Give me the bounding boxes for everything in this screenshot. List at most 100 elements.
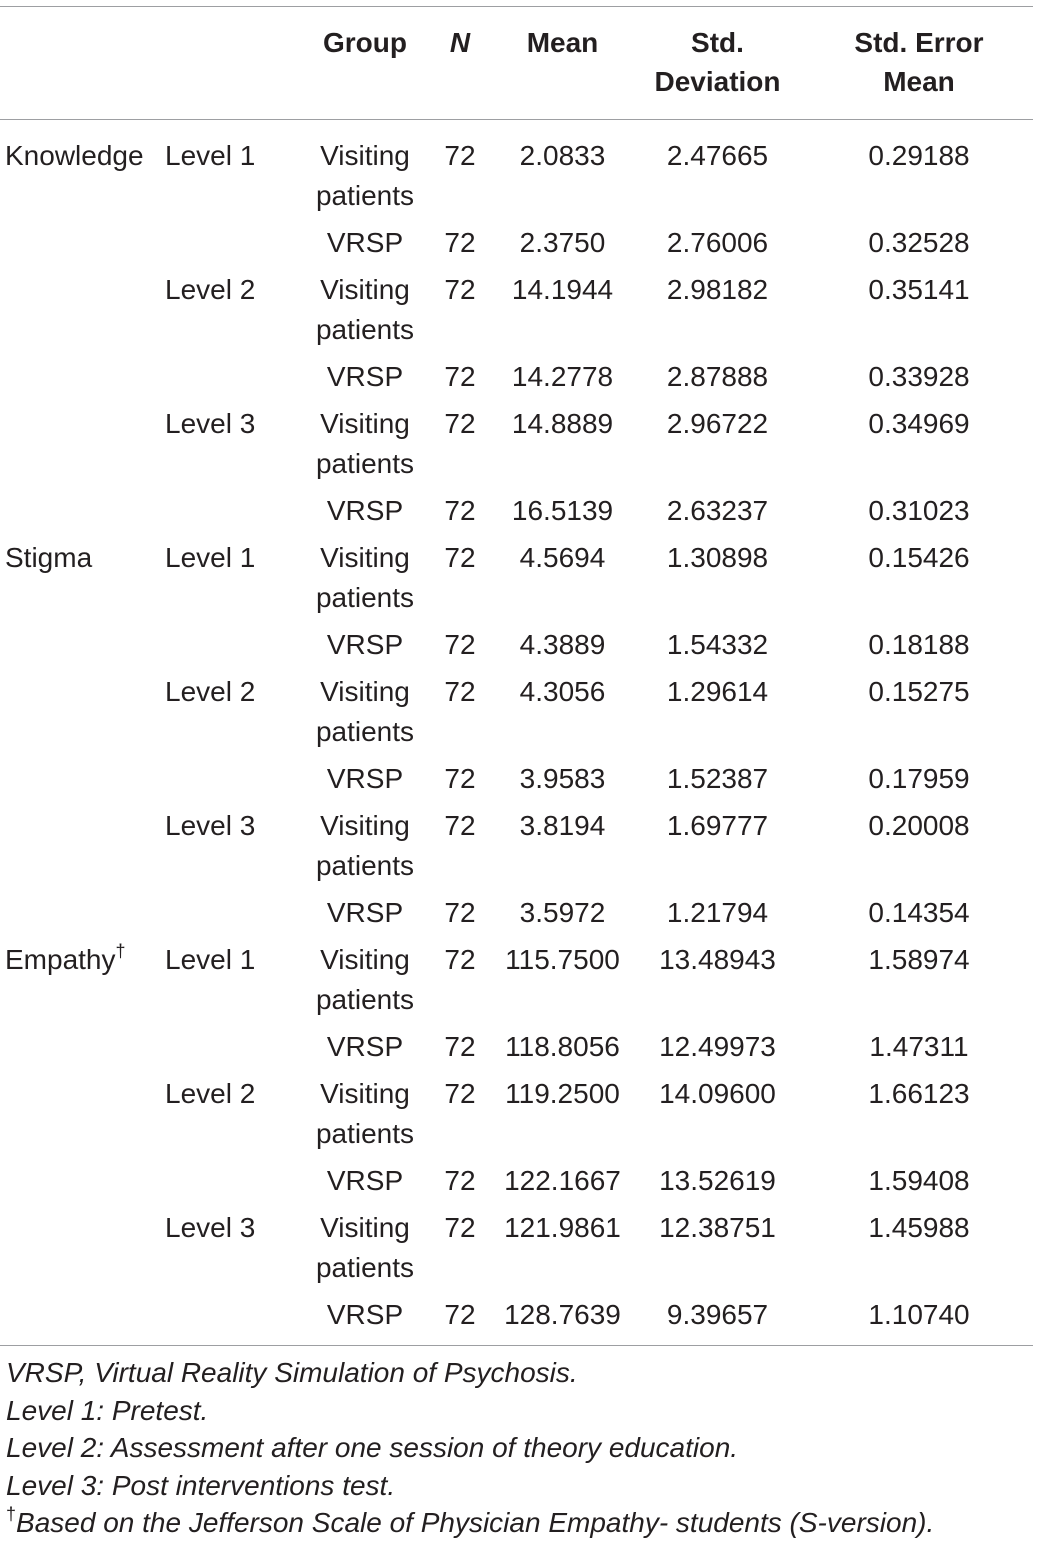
cell-n: 72	[444, 763, 476, 794]
cell-n: 72	[444, 810, 476, 841]
group-line1: Visiting	[320, 810, 410, 841]
cell-n: 72	[444, 495, 476, 526]
cell-group: Visiting patients	[305, 120, 425, 224]
cell-mean: 118.8056	[505, 1031, 620, 1062]
table-row: VRSP 72 3.9583 1.52387 0.17959	[0, 759, 1033, 806]
cell-n: 72	[444, 944, 476, 975]
cell-group: VRSP	[305, 491, 425, 538]
cell-n: 72	[444, 542, 476, 573]
cell-n: 72	[444, 140, 476, 171]
cell-group: Visiting patients	[305, 270, 425, 357]
cell-measure	[0, 893, 165, 940]
cell-mean: 3.5972	[519, 897, 606, 928]
cell-std-deviation: 12.49973	[659, 1031, 776, 1062]
table-row: Level 3 Visiting patients 72 121.9861 12.3875…	[0, 1208, 1033, 1295]
cell-level: Level 2	[165, 1078, 256, 1109]
table-body: Knowledge Level 1 Visiting patients 72 2.0833…	[0, 120, 1033, 1346]
cell-mean: 3.8194	[519, 810, 606, 841]
cell-std-deviation: 2.47665	[666, 140, 769, 171]
group-line2: patients	[315, 716, 415, 747]
dagger-symbol: †	[6, 1504, 17, 1524]
cell-level	[165, 357, 305, 404]
footnote-level-1: Level 1: Pretest.	[6, 1394, 209, 1426]
cell-mean: 128.7639	[504, 1299, 621, 1330]
cell-measure	[0, 223, 165, 270]
group-line1: VRSP	[326, 361, 404, 392]
cell-measure	[0, 625, 165, 672]
cell-mean: 14.2778	[511, 361, 614, 392]
cell-level	[165, 759, 305, 806]
cell-std-error-mean: 0.18188	[868, 629, 970, 660]
cell-level: Level 1	[165, 140, 256, 171]
cell-group: VRSP	[305, 1295, 425, 1346]
table-row: VRSP 72 128.7639 9.39657 1.10740	[0, 1295, 1033, 1346]
cell-measure: Stigma	[0, 538, 165, 625]
group-line1: Visiting	[320, 140, 410, 171]
cell-measure	[0, 1161, 165, 1208]
cell-n: 72	[444, 629, 476, 660]
cell-std-error-mean: 0.33928	[868, 361, 970, 392]
group-line2: patients	[315, 582, 415, 613]
header-std-deviation: Std. Deviation	[630, 7, 805, 120]
cell-std-deviation: 2.96722	[666, 408, 769, 439]
table-row: Stigma Level 1 Visiting patients 72 4.5694 1.3…	[0, 538, 1033, 625]
cell-measure	[0, 1295, 165, 1346]
group-line1: VRSP	[326, 763, 404, 794]
group-line2: patients	[315, 314, 415, 345]
cell-group: VRSP	[305, 759, 425, 806]
header-mean: Mean	[526, 27, 599, 58]
header-measure	[0, 7, 165, 120]
footnote-level-2: Level 2: Assessment after one session of…	[6, 1432, 739, 1463]
header-row: Group N Mean Std. Deviation Std. Error Mea…	[0, 6, 1033, 120]
cell-group: Visiting patients	[305, 672, 425, 759]
cell-level	[165, 491, 305, 538]
cell-std-error-mean: 1.10740	[868, 1299, 970, 1330]
group-line2: patients	[315, 180, 415, 211]
cell-std-deviation: 1.54332	[666, 629, 769, 660]
group-line1: Visiting	[320, 676, 410, 707]
group-line2: patients	[315, 850, 415, 881]
cell-std-deviation: 1.69777	[666, 810, 769, 841]
cell-mean: 3.9583	[519, 763, 606, 794]
cell-group: Visiting patients	[305, 1074, 425, 1161]
cell-level: Level 3	[165, 810, 256, 841]
cell-group: VRSP	[305, 357, 425, 404]
cell-n: 72	[444, 1212, 476, 1243]
cell-std-error-mean: 0.35141	[868, 274, 970, 305]
cell-mean: 2.3750	[519, 227, 606, 258]
dagger-note: Based on the Jefferson Scale of Physicia…	[16, 1507, 935, 1538]
measure-label: Empathy	[5, 944, 116, 975]
cell-mean: 16.5139	[511, 495, 614, 526]
cell-n: 72	[444, 1031, 476, 1062]
cell-group: Visiting patients	[305, 806, 425, 893]
group-line2: patients	[315, 1118, 415, 1149]
group-line1: VRSP	[326, 1299, 404, 1330]
cell-std-deviation: 14.09600	[659, 1078, 776, 1109]
cell-std-deviation: 2.76006	[666, 227, 769, 258]
cell-level	[165, 625, 305, 672]
table-row: VRSP 72 4.3889 1.54332 0.18188	[0, 625, 1033, 672]
group-line1: Visiting	[320, 408, 410, 439]
cell-measure	[0, 759, 165, 806]
cell-measure: Empathy†	[0, 940, 165, 1027]
cell-std-error-mean: 1.45988	[868, 1212, 970, 1243]
cell-mean: 115.7500	[505, 944, 620, 975]
cell-measure	[0, 270, 165, 357]
group-line1: VRSP	[326, 1165, 404, 1196]
cell-level: Level 1	[165, 944, 256, 975]
cell-std-error-mean: 0.17959	[868, 763, 970, 794]
cell-level	[165, 223, 305, 270]
group-line2: patients	[315, 448, 415, 479]
header-sd-line1: Std.	[691, 27, 744, 58]
cell-mean: 4.3056	[519, 676, 606, 707]
footnote-abbreviation: VRSP, Virtual Reality Simulation of Psyc…	[6, 1357, 578, 1388]
table-row: VRSP 72 118.8056 12.49973 1.47311	[0, 1027, 1033, 1074]
cell-measure	[0, 1027, 165, 1074]
group-line1: VRSP	[326, 897, 404, 928]
cell-group: Visiting patients	[305, 404, 425, 491]
cell-measure	[0, 357, 165, 404]
cell-std-error-mean: 0.32528	[868, 227, 970, 258]
header-std-error-mean: Std. Error Mean	[805, 7, 1033, 120]
cell-n: 72	[444, 1165, 476, 1196]
